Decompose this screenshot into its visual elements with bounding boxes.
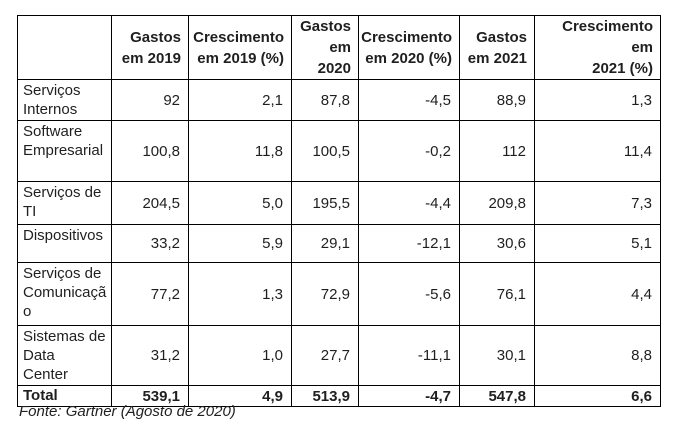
row-label: Serviços de TI [17, 181, 112, 225]
value-cell: 8,8 [534, 325, 661, 386]
value-cell: -4,7 [358, 385, 460, 407]
header-row: Gastos em 2019 Crescimento em 2019 (%) Gas… [17, 15, 661, 80]
value-cell: 547,8 [459, 385, 535, 407]
value-cell: 513,9 [291, 385, 359, 407]
value-cell: 76,1 [459, 262, 535, 326]
value-cell: 1,3 [188, 262, 292, 326]
row-label: Software Empresarial [17, 120, 112, 182]
value-cell: 204,5 [111, 181, 189, 225]
value-cell: 5,1 [534, 224, 661, 263]
value-cell: -0,2 [358, 120, 460, 182]
value-cell: -11,1 [358, 325, 460, 386]
table-row: Serviços de Comunicaçã o 77,2 1,3 72,9 -5,6 7… [17, 262, 661, 326]
value-cell: 209,8 [459, 181, 535, 225]
column-header: Gastos em 2020 [291, 15, 359, 80]
column-header: Crescimento em 2020 (%) [358, 15, 460, 80]
column-header: Crescimento em 2019 (%) [188, 15, 292, 80]
value-cell: 87,8 [291, 79, 359, 121]
row-label: Total [17, 385, 112, 407]
value-cell: 100,8 [111, 120, 189, 182]
corner-cell [17, 15, 112, 80]
value-cell: 92 [111, 79, 189, 121]
column-header: Crescimento em 2021 (%) [534, 15, 661, 80]
value-cell: -4,5 [358, 79, 460, 121]
value-cell: -12,1 [358, 224, 460, 263]
table-row: Dispositivos 33,2 5,9 29,1 -12,1 30,6 5,1 [17, 224, 661, 263]
table-row: Serviços de TI 204,5 5,0 195,5 -4,4 209,8 7,3 [17, 181, 661, 225]
value-cell: 195,5 [291, 181, 359, 225]
value-cell: 1,0 [188, 325, 292, 386]
column-header: Gastos em 2019 [111, 15, 189, 80]
value-cell: 4,9 [188, 385, 292, 407]
value-cell: 11,4 [534, 120, 661, 182]
value-cell: 4,4 [534, 262, 661, 326]
source-note: Fonte: Gartner (Agosto de 2020) [19, 403, 236, 420]
value-cell: -5,6 [358, 262, 460, 326]
column-header: Gastos em 2021 [459, 15, 535, 80]
value-cell: 27,7 [291, 325, 359, 386]
value-cell: 30,1 [459, 325, 535, 386]
value-cell: -4,4 [358, 181, 460, 225]
value-cell: 1,3 [534, 79, 661, 121]
spending-table: Gastos em 2019 Crescimento em 2019 (%) Gas… [17, 15, 661, 407]
row-label: Serviços de Comunicaçã o [17, 262, 112, 326]
value-cell: 2,1 [188, 79, 292, 121]
value-cell: 5,9 [188, 224, 292, 263]
value-cell: 7,3 [534, 181, 661, 225]
row-label: Serviços Internos [17, 79, 112, 121]
row-label: Sistemas de Data Center [17, 325, 112, 386]
value-cell: 33,2 [111, 224, 189, 263]
table-row: Sistemas de Data Center 31,2 1,0 27,7 -11,1 3… [17, 325, 661, 386]
value-cell: 100,5 [291, 120, 359, 182]
table-row: Software Empresarial 100,8 11,8 100,5 -0,2 11… [17, 120, 661, 182]
value-cell: 88,9 [459, 79, 535, 121]
value-cell: 30,6 [459, 224, 535, 263]
table-row-total: Total 539,1 4,9 513,9 -4,7 547,8 6,6 [17, 385, 661, 407]
value-cell: 72,9 [291, 262, 359, 326]
value-cell: 31,2 [111, 325, 189, 386]
row-label: Dispositivos [17, 224, 112, 263]
value-cell: 29,1 [291, 224, 359, 263]
value-cell: 5,0 [188, 181, 292, 225]
table-row: Serviços Internos 92 2,1 87,8 -4,5 88,9 1,3 [17, 79, 661, 121]
value-cell: 112 [459, 120, 535, 182]
value-cell: 6,6 [534, 385, 661, 407]
value-cell: 11,8 [188, 120, 292, 182]
value-cell: 77,2 [111, 262, 189, 326]
